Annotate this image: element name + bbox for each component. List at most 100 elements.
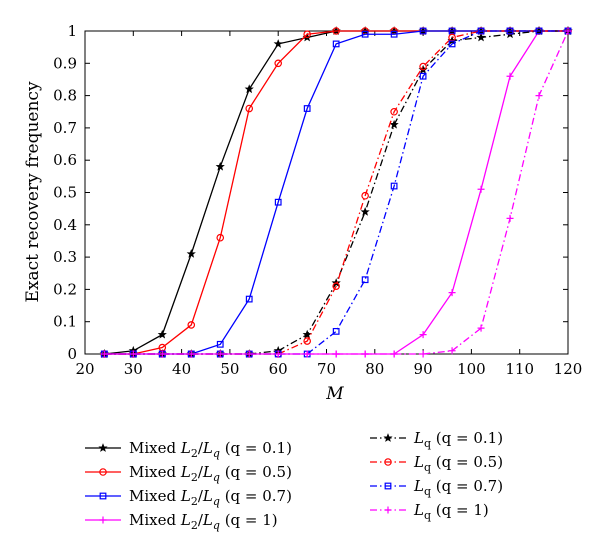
data-point <box>245 104 254 113</box>
legend-legend-sub1: 2 <box>191 471 198 484</box>
data-point <box>274 350 282 358</box>
legend-marker <box>383 433 393 442</box>
legend-legend-param: (q = 0.1) <box>220 439 292 457</box>
x-tick-label: 40 <box>172 360 191 378</box>
data-point <box>506 27 514 35</box>
legend-legend-param: (q = 1) <box>431 501 489 519</box>
x-tick-label: 60 <box>269 360 288 378</box>
legend-legend-slash: / <box>198 439 204 457</box>
data-point <box>332 327 340 335</box>
legend-legend-sub1: 2 <box>191 447 198 460</box>
y-tick-label: 0 <box>67 345 77 363</box>
legend-legend-sub2: q <box>213 495 220 508</box>
data-point <box>302 329 312 339</box>
legend-legend-sub1: q <box>424 509 431 522</box>
legend-label: Lq (q = 0.5) <box>413 453 503 474</box>
legend-marker <box>99 516 107 524</box>
data-point <box>390 30 398 38</box>
y-tick-label: 0.8 <box>53 87 77 105</box>
legend-legend-prefix: Mixed <box>129 487 181 505</box>
series-line <box>104 30 569 355</box>
y-tick-label: 0.4 <box>53 216 77 234</box>
y-tick-label: 0.5 <box>53 184 77 202</box>
data-point <box>332 40 340 48</box>
data-point <box>361 191 369 200</box>
legend-legend-sub2: q <box>213 471 220 484</box>
data-point <box>419 331 427 339</box>
data-point <box>216 350 224 358</box>
data-point <box>157 329 167 339</box>
data-point <box>448 347 456 355</box>
data-point <box>129 350 137 358</box>
data-point <box>419 27 427 35</box>
y-tick-label: 1 <box>67 22 77 40</box>
data-point <box>332 27 340 35</box>
series-line <box>104 30 568 355</box>
legend-entry-4: Lq (q = 0.1) <box>370 429 503 450</box>
legend-label: Lq (q = 1) <box>413 501 489 522</box>
data-point <box>476 32 486 42</box>
axes: 20 30 40 50 60 70 80 90 100 110 120 0 0.1 0.2 0.3 0.4 0.… <box>53 22 582 378</box>
legend-entry-2: Mixed L2/Lq (q = 0.7) <box>85 487 292 508</box>
legend-legend-prefix: Mixed <box>129 511 181 529</box>
legend-entry-0: Mixed L2/Lq (q = 0.1) <box>85 439 292 460</box>
legend-label: Mixed L2/Lq (q = 1) <box>129 511 278 532</box>
series-layer <box>99 26 573 358</box>
data-point <box>274 59 283 68</box>
data-point <box>187 321 196 329</box>
legend-legend-prefix: Mixed <box>129 463 181 481</box>
data-point <box>448 289 456 297</box>
data-point <box>216 233 225 242</box>
legend-legend-main: L <box>180 487 191 505</box>
data-point <box>477 324 485 332</box>
legend-legend-param: (q = 0.7) <box>431 477 503 495</box>
legend-legend-sub1: q <box>424 437 431 450</box>
data-point <box>389 119 399 129</box>
x-tick-label: 100 <box>457 360 486 378</box>
series-line <box>104 30 568 355</box>
data-point <box>448 40 456 48</box>
legend-label: Mixed L2/Lq (q = 0.1) <box>129 439 292 460</box>
data-point <box>477 185 485 193</box>
data-point <box>303 105 311 112</box>
data-point <box>215 161 225 171</box>
data-point <box>332 282 340 290</box>
data-point <box>303 337 311 345</box>
data-point <box>390 182 398 190</box>
data-point <box>477 27 485 35</box>
x-tick-label: 120 <box>554 360 583 378</box>
series-line <box>104 30 568 355</box>
data-point <box>186 249 196 258</box>
legend-legend-slash: / <box>198 463 204 481</box>
data-point <box>100 350 108 358</box>
data-point <box>245 295 253 303</box>
data-point <box>273 39 283 48</box>
x-tick-label: 70 <box>317 360 336 378</box>
y-tick-label: 0.1 <box>53 313 77 331</box>
legend-legend-main2: L <box>202 487 213 505</box>
legend-label: Mixed L2/Lq (q = 0.7) <box>129 487 292 508</box>
y-tick-label: 0.2 <box>53 280 77 298</box>
y-tick-label: 0.7 <box>53 119 77 137</box>
series-line <box>104 30 568 355</box>
legend-legend-sub1: q <box>424 461 431 474</box>
legend-legend-param: (q = 1) <box>220 511 278 529</box>
data-point <box>360 207 370 216</box>
legend-marker <box>99 492 107 500</box>
legend-legend-sub2: q <box>213 447 220 460</box>
data-point <box>158 350 166 358</box>
series-line <box>104 30 568 355</box>
data-point <box>535 92 543 100</box>
legend-marker <box>98 443 108 452</box>
legend-legend-param: (q = 0.5) <box>220 463 292 481</box>
legend-entry-1: Mixed L2/Lq (q = 0.5) <box>85 463 292 484</box>
y-tick-label: 0.9 <box>53 54 77 72</box>
data-point <box>274 198 282 206</box>
legend-entry-5: Lq (q = 0.5) <box>370 453 503 474</box>
data-point <box>245 350 253 358</box>
legend-legend-sub2: q <box>213 519 220 532</box>
legend-label: Mixed L2/Lq (q = 0.5) <box>129 463 292 484</box>
legend-marker <box>384 458 392 466</box>
data-point <box>303 30 311 39</box>
legend-marker <box>384 506 392 514</box>
